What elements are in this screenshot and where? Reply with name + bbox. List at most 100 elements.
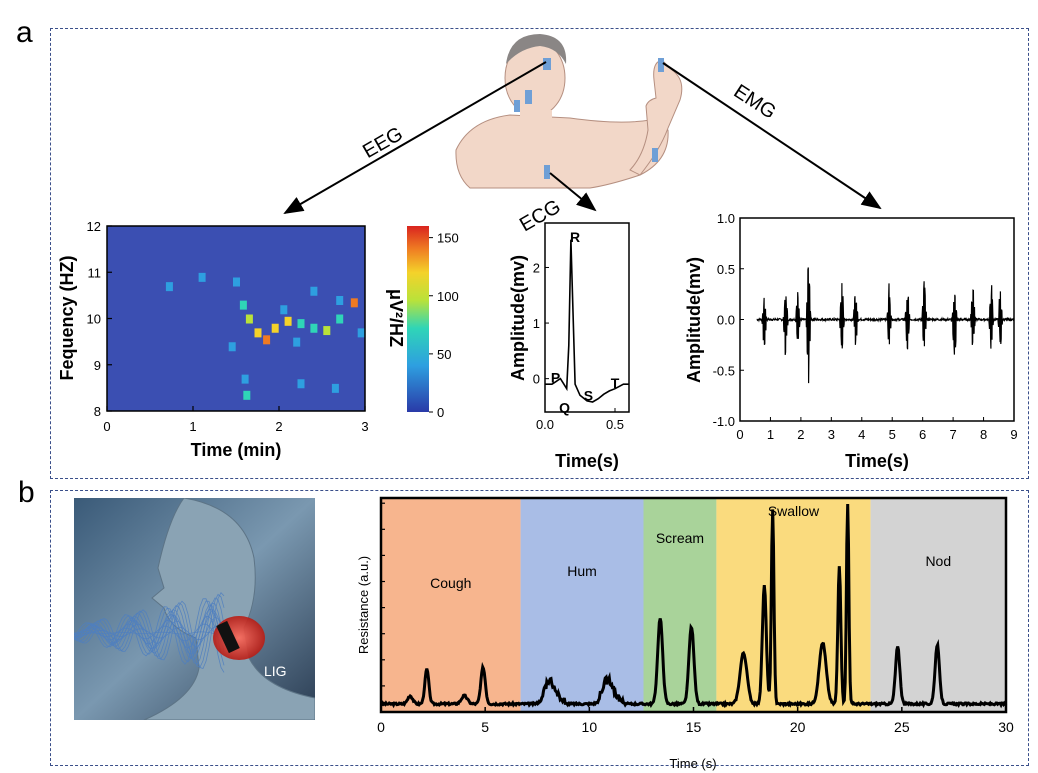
eeg-hotspot <box>310 323 318 333</box>
colorbar-tick-label: 0 <box>437 405 444 420</box>
throat-sensor-illustration: LIG <box>74 498 315 720</box>
eeg-hotspot <box>243 390 251 400</box>
eeg-x-axis-label: Time (min) <box>191 440 282 460</box>
activity-region-label: Hum <box>567 563 597 579</box>
resistance-trace <box>380 503 1008 709</box>
ecg-x-tick-label: 0.0 <box>536 417 554 432</box>
activity-region-hum <box>520 498 644 712</box>
eeg-hotspot <box>297 319 305 329</box>
eeg-hotspot <box>350 298 358 308</box>
wave-line <box>74 593 225 668</box>
colorbar-tick-label: 100 <box>437 289 459 304</box>
emg-arrow <box>662 62 882 210</box>
emg-label: EMG <box>730 80 780 123</box>
eeg-arrow <box>283 61 547 215</box>
eeg-y-tick-label: 12 <box>87 219 101 234</box>
ecg-chart: 0.0 0.5 0 1 2 R PQS T Time(s) Amplitude(mv) <box>508 222 630 471</box>
eeg-hotspot <box>323 326 331 336</box>
activity-region-label: Swallow <box>768 503 820 519</box>
wave-line <box>74 610 225 654</box>
resistance-x-tick-label: 0 <box>377 719 385 735</box>
eeg-y-axis-label: Fequency (HZ) <box>57 255 77 380</box>
ecg-y-tick-label: 0 <box>533 372 540 387</box>
eeg-y-tick-label: 9 <box>94 358 101 373</box>
eeg-hotspot <box>310 286 318 296</box>
eeg-hotspot <box>228 342 236 352</box>
ecg-wave-label: Q <box>559 400 570 416</box>
wave-line <box>74 597 225 665</box>
emg-x-tick-label: 0 <box>736 427 743 442</box>
laser-glow <box>213 616 265 660</box>
ecg-y-tick-label: 2 <box>533 260 540 275</box>
eeg-hotspot <box>293 337 301 347</box>
ecg-electrode <box>544 165 550 179</box>
eeg-hotspot <box>271 323 279 333</box>
lig-label: LIG <box>264 663 287 679</box>
eeg-y-tick-label: 8 <box>94 404 101 419</box>
eeg-hotspot <box>198 272 206 282</box>
face-electrode <box>525 90 532 104</box>
eeg-hotspot <box>280 305 288 315</box>
resistance-chart: Cough Hum Scream Swallow Nod 0 5 10 15 20 25 30 Ti… <box>356 496 1014 771</box>
wave-line <box>74 598 225 673</box>
eeg-hotspot <box>239 300 247 310</box>
eeg-hotspot <box>233 277 240 287</box>
resistance-x-tick-label: 15 <box>686 719 702 735</box>
sound-wave-mesh <box>74 592 225 673</box>
emg-x-tick-label: 6 <box>919 427 926 442</box>
emg-x-tick-label: 8 <box>980 427 987 442</box>
resistance-x-tick-label: 10 <box>582 719 598 735</box>
ecg-y-tick-label: 1 <box>533 316 540 331</box>
emg-x-tick-label: 4 <box>858 427 865 442</box>
eeg-hotspot <box>263 335 271 345</box>
emg-y-tick-label: -0.5 <box>713 363 735 378</box>
neck-electrode <box>514 100 520 112</box>
eeg-y-tick-label: 11 <box>88 265 102 280</box>
emg-y-tick-label: 0.5 <box>717 262 735 277</box>
panel-letter-b: b <box>18 476 35 509</box>
resistance-x-tick-label: 25 <box>894 719 910 735</box>
emg-y-tick-label: -1.0 <box>713 414 735 429</box>
eeg-hotspot <box>297 379 305 389</box>
eeg-hotspot <box>336 296 344 305</box>
eeg-hotspot <box>331 383 339 393</box>
ecg-wave-label: P <box>551 370 560 386</box>
eeg-hotspot <box>165 282 173 292</box>
eeg-colorbar-label: μV²/HZ <box>386 289 406 347</box>
ecg-wave-label: S <box>584 387 593 403</box>
emg-trace <box>756 267 1015 384</box>
eeg-x-tick-label: 0 <box>103 419 110 434</box>
eeg-x-tick-label: 3 <box>361 419 368 434</box>
activity-region-label: Nod <box>925 553 951 569</box>
emg-x-tick-label: 7 <box>949 427 956 442</box>
eeg-hotspot <box>254 328 262 338</box>
resistance-y-axis-label: Resistance (a.u.) <box>356 556 371 654</box>
ecg-plot-frame <box>544 222 630 413</box>
colorbar-tick-label: 50 <box>437 347 451 362</box>
lig-sensor <box>216 620 240 654</box>
emg-x-tick-label: 1 <box>767 427 774 442</box>
ecg-wave-label: T <box>611 375 620 391</box>
panel-a-frame <box>50 28 1029 479</box>
activity-region-label: Scream <box>656 530 704 546</box>
eeg-y-tick-label: 10 <box>87 312 101 327</box>
resistance-x-axis-label: Time (s) <box>669 756 716 771</box>
ecg-wave-label: R <box>570 229 580 245</box>
eeg-x-tick-label: 1 <box>189 419 196 434</box>
resistance-x-tick-label: 20 <box>790 719 806 735</box>
wave-line <box>74 623 225 644</box>
emg-y-axis-label: Amplitude(mv) <box>684 257 704 383</box>
ecg-arrow <box>549 172 597 212</box>
eeg-hotspot <box>241 374 249 384</box>
arm-electrode <box>652 148 658 162</box>
emg-electrode <box>658 58 664 72</box>
emg-x-tick-label: 9 <box>1010 427 1017 442</box>
emg-y-tick-label: 0.0 <box>717 313 735 328</box>
ecg-x-axis-label: Time(s) <box>555 451 619 471</box>
emg-chart: 0 1 2 3 4 5 6 7 8 9 -1.0 -0.5 0.0 0.5 1.0 Time(s) Ampl… <box>684 211 1018 471</box>
ecg-trace <box>545 239 629 403</box>
activity-region-label: Cough <box>430 575 471 591</box>
wave-line <box>74 604 225 659</box>
resistance-x-tick-label: 30 <box>998 719 1014 735</box>
